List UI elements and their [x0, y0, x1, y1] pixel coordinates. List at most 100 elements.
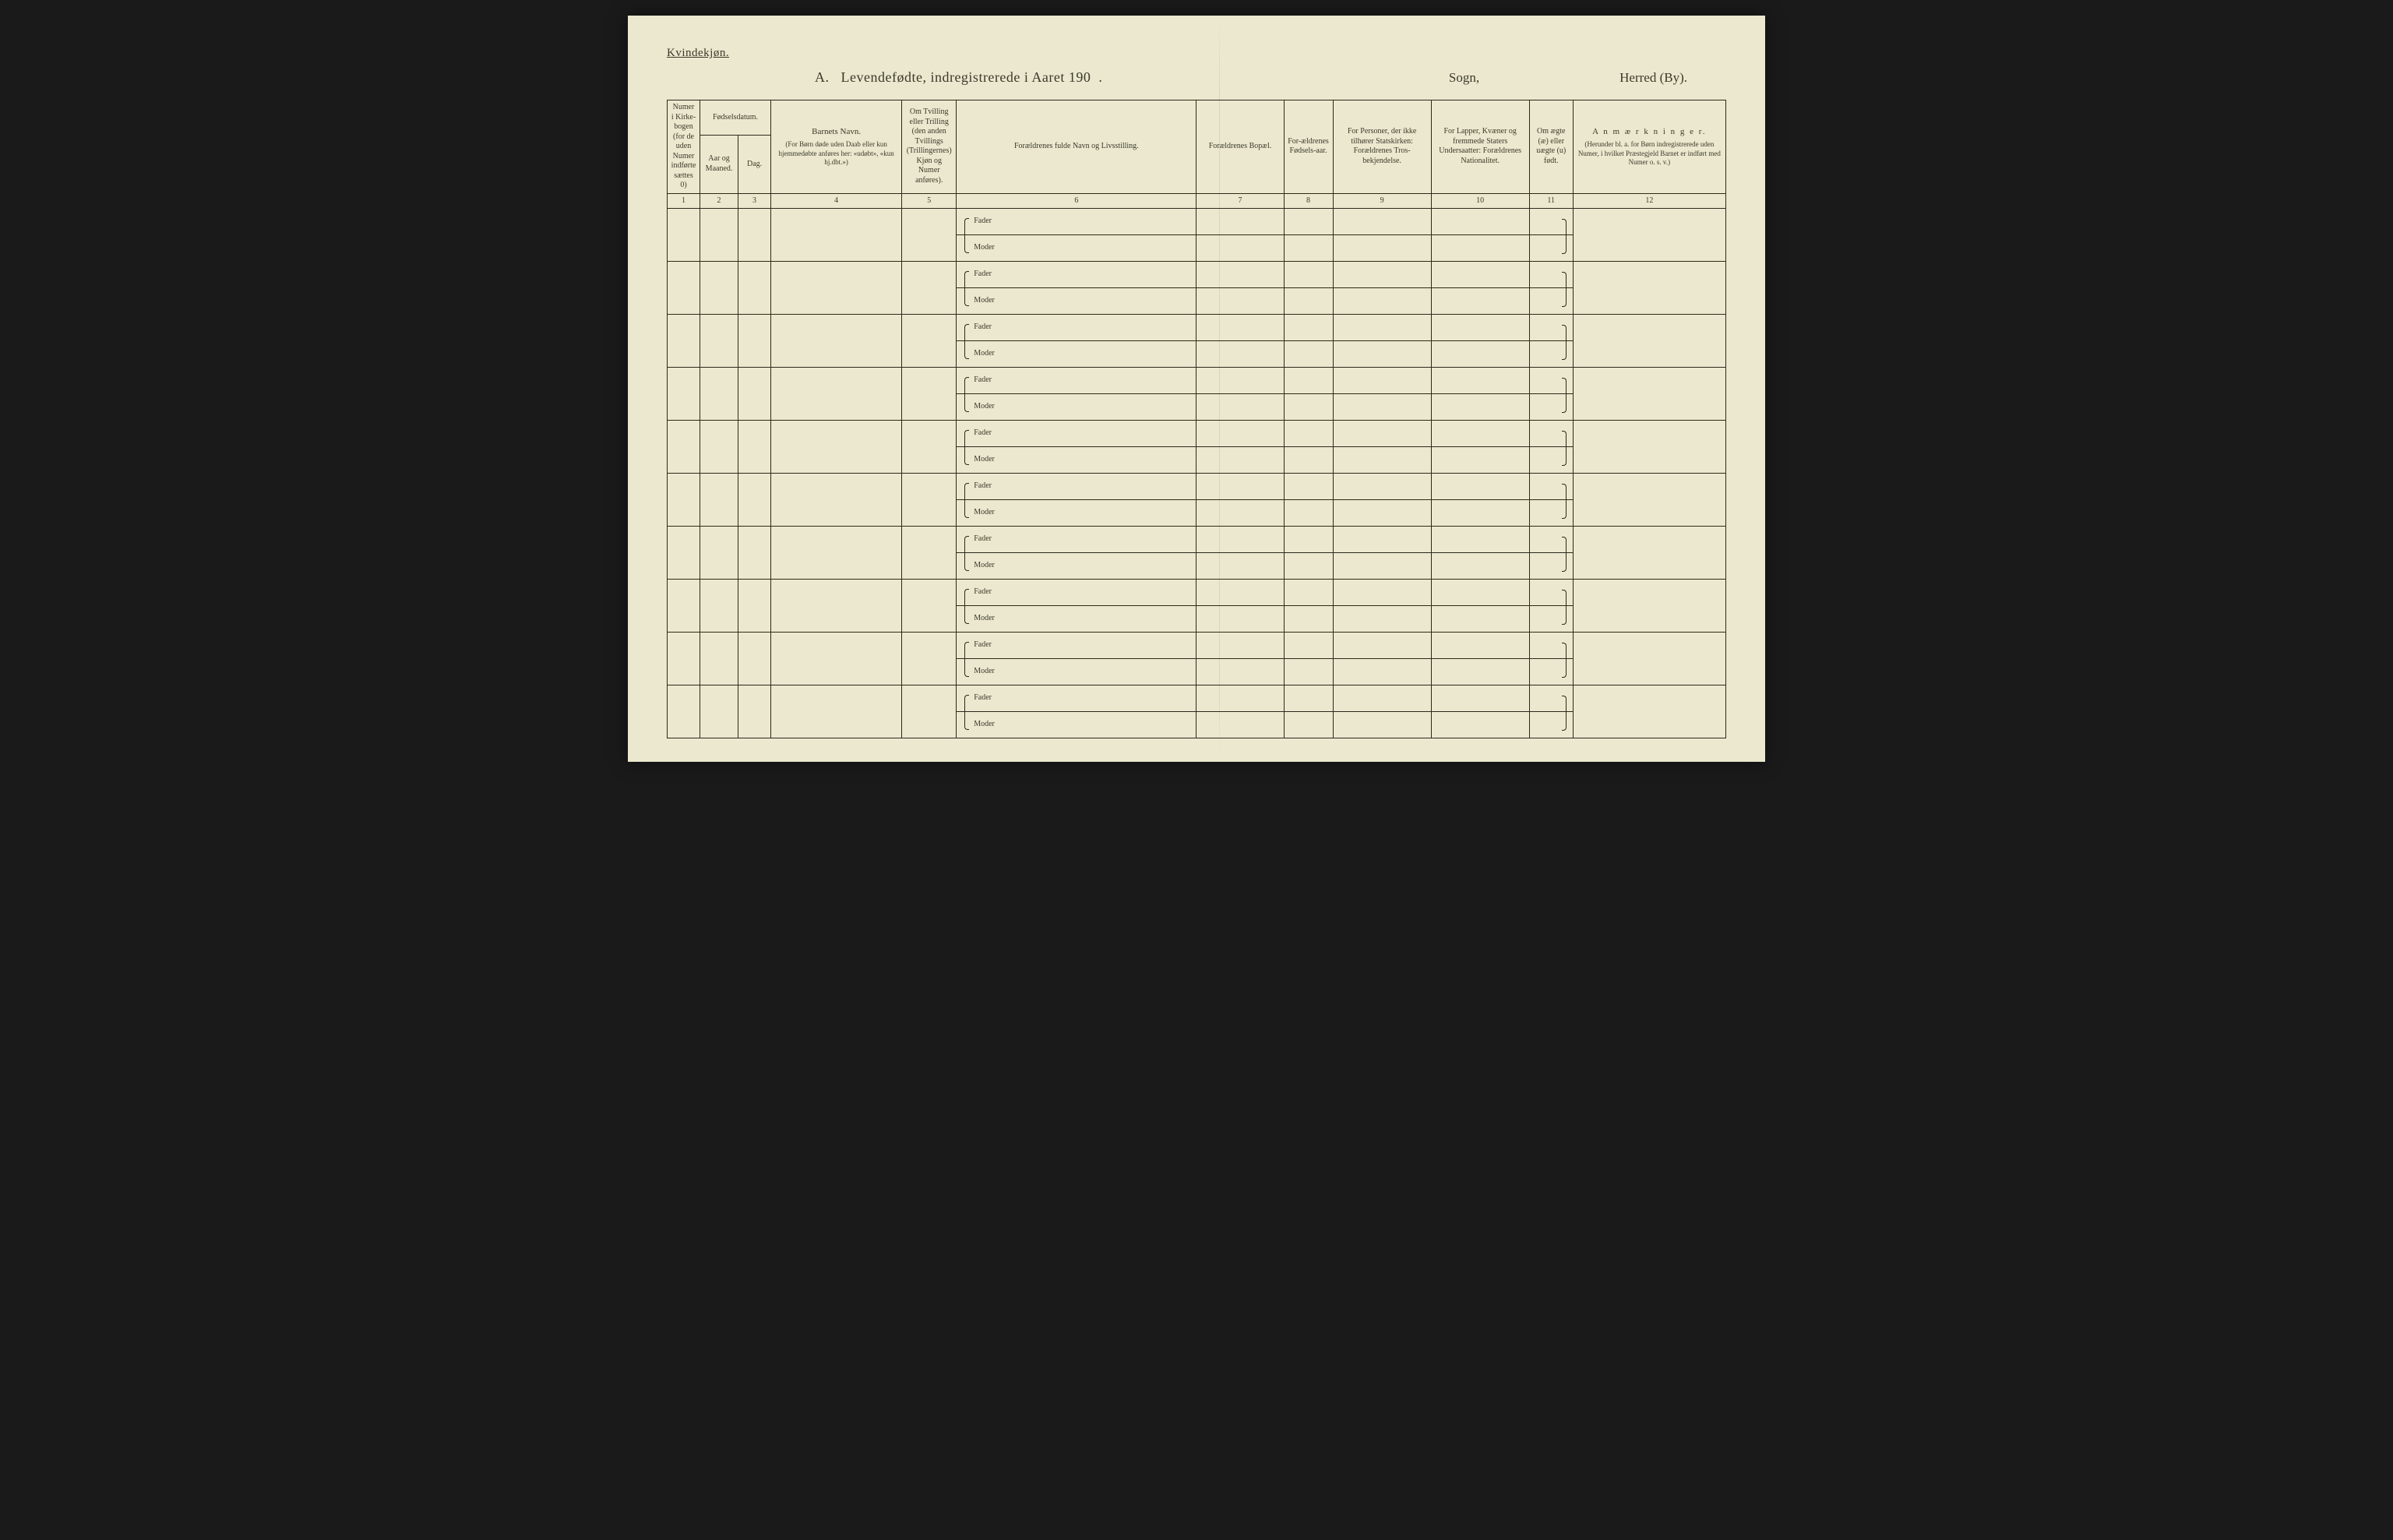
- label-father: Fader: [974, 534, 992, 543]
- col-header-2b: Dag.: [738, 136, 771, 193]
- cell-year: [700, 685, 738, 738]
- cell-residence-m: [1196, 447, 1284, 474]
- colnum-9: 9: [1333, 193, 1431, 209]
- label-mother: Moder: [974, 614, 995, 622]
- cell-faith-f: [1333, 209, 1431, 235]
- colnum-3: 3: [738, 193, 771, 209]
- cell-day: [738, 633, 771, 685]
- cell-birthyear-m: [1284, 394, 1333, 421]
- cell-mother: Moder: [957, 712, 1196, 738]
- colnum-11: 11: [1529, 193, 1573, 209]
- cell-nat-f: [1431, 209, 1529, 235]
- cell-nat-f: [1431, 368, 1529, 394]
- table-row: Fader: [668, 527, 1726, 553]
- colnum-2: 2: [700, 193, 738, 209]
- cell-year: [700, 315, 738, 368]
- colnum-4: 4: [771, 193, 902, 209]
- cell-day: [738, 315, 771, 368]
- cell-residence-f: [1196, 633, 1284, 659]
- col-header-4: Barnets Navn. (For Børn døde uden Daab e…: [771, 100, 902, 194]
- cell-year: [700, 474, 738, 527]
- cell-childname: [771, 209, 902, 262]
- cell-nat-m: [1431, 394, 1529, 421]
- label-mother: Moder: [974, 455, 995, 463]
- cell-legit-f: [1529, 580, 1573, 606]
- cell-mother: Moder: [957, 341, 1196, 368]
- cell-residence-f: [1196, 315, 1284, 341]
- cell-residence-f: [1196, 580, 1284, 606]
- cell-legit-f: [1529, 633, 1573, 659]
- register-page: Kvindekjøn. A. Levendefødte, indregistre…: [628, 16, 1765, 762]
- cell-faith-f: [1333, 474, 1431, 500]
- cell-faith-m: [1333, 659, 1431, 685]
- col4-main: Barnets Navn.: [774, 127, 898, 138]
- cell-faith-m: [1333, 447, 1431, 474]
- cell-legit-m: [1529, 553, 1573, 580]
- cell-birthyear-f: [1284, 209, 1333, 235]
- title-row: A. Levendefødte, indregistrerede i Aaret…: [667, 69, 1726, 86]
- cell-legit-f: [1529, 368, 1573, 394]
- colnum-8: 8: [1284, 193, 1333, 209]
- cell-mother: Moder: [957, 288, 1196, 315]
- cell-remarks: [1573, 209, 1725, 262]
- cell-legit-m: [1529, 394, 1573, 421]
- cell-residence-m: [1196, 712, 1284, 738]
- cell-legit-m: [1529, 235, 1573, 262]
- cell-mother: Moder: [957, 235, 1196, 262]
- table-row: Fader: [668, 262, 1726, 288]
- col-header-11: Om ægte (æ) eller uægte (u) født.: [1529, 100, 1573, 194]
- cell-remarks: [1573, 315, 1725, 368]
- cell-birthyear-m: [1284, 553, 1333, 580]
- cell-residence-f: [1196, 685, 1284, 712]
- colnum-1: 1: [668, 193, 700, 209]
- label-mother: Moder: [974, 720, 995, 728]
- label-father: Fader: [974, 322, 992, 331]
- cell-num: [668, 421, 700, 474]
- cell-day: [738, 474, 771, 527]
- cell-num: [668, 474, 700, 527]
- col-header-5: Om Tvilling eller Trilling (den anden Tv…: [902, 100, 957, 194]
- cell-mother: Moder: [957, 659, 1196, 685]
- title-text: Levendefødte, indregistrerede i Aaret 19…: [841, 69, 1103, 85]
- cell-remarks: [1573, 474, 1725, 527]
- cell-birthyear-m: [1284, 712, 1333, 738]
- cell-birthyear-f: [1284, 633, 1333, 659]
- cell-num: [668, 262, 700, 315]
- cell-faith-f: [1333, 633, 1431, 659]
- cell-nat-m: [1431, 500, 1529, 527]
- col4-sub: (For Børn døde uden Daab eller kun hjemm…: [774, 140, 898, 167]
- cell-nat-f: [1431, 580, 1529, 606]
- table-row: Fader: [668, 474, 1726, 500]
- cell-birthyear-f: [1284, 368, 1333, 394]
- cell-num: [668, 580, 700, 633]
- cell-legit-f: [1529, 421, 1573, 447]
- cell-childname: [771, 262, 902, 315]
- cell-father: Fader: [957, 368, 1196, 394]
- col-header-7: Forældrenes Bopæl.: [1196, 100, 1284, 194]
- col12-main: A n m æ r k n i n g e r.: [1577, 127, 1722, 138]
- colnum-12: 12: [1573, 193, 1725, 209]
- cell-birthyear-m: [1284, 341, 1333, 368]
- cell-faith-m: [1333, 235, 1431, 262]
- cell-residence-m: [1196, 235, 1284, 262]
- col-header-12: A n m æ r k n i n g e r. (Herunder bl. a…: [1573, 100, 1725, 194]
- cell-mother: Moder: [957, 394, 1196, 421]
- cell-faith-m: [1333, 394, 1431, 421]
- cell-birthyear-f: [1284, 262, 1333, 288]
- label-mother: Moder: [974, 243, 995, 252]
- cell-residence-m: [1196, 606, 1284, 633]
- cell-nat-m: [1431, 712, 1529, 738]
- cell-day: [738, 685, 771, 738]
- cell-father: Fader: [957, 685, 1196, 712]
- column-number-row: 1 2 3 4 5 6 7 8 9 10 11 12: [668, 193, 1726, 209]
- cell-legit-f: [1529, 527, 1573, 553]
- title-prefix: A.: [815, 69, 830, 85]
- cell-residence-f: [1196, 421, 1284, 447]
- cell-birthyear-m: [1284, 659, 1333, 685]
- cell-nat-m: [1431, 235, 1529, 262]
- cell-faith-f: [1333, 685, 1431, 712]
- cell-residence-m: [1196, 659, 1284, 685]
- cell-father: Fader: [957, 315, 1196, 341]
- colnum-10: 10: [1431, 193, 1529, 209]
- table-header: Numer i Kirke-bogen (for de uden Numer i…: [668, 100, 1726, 209]
